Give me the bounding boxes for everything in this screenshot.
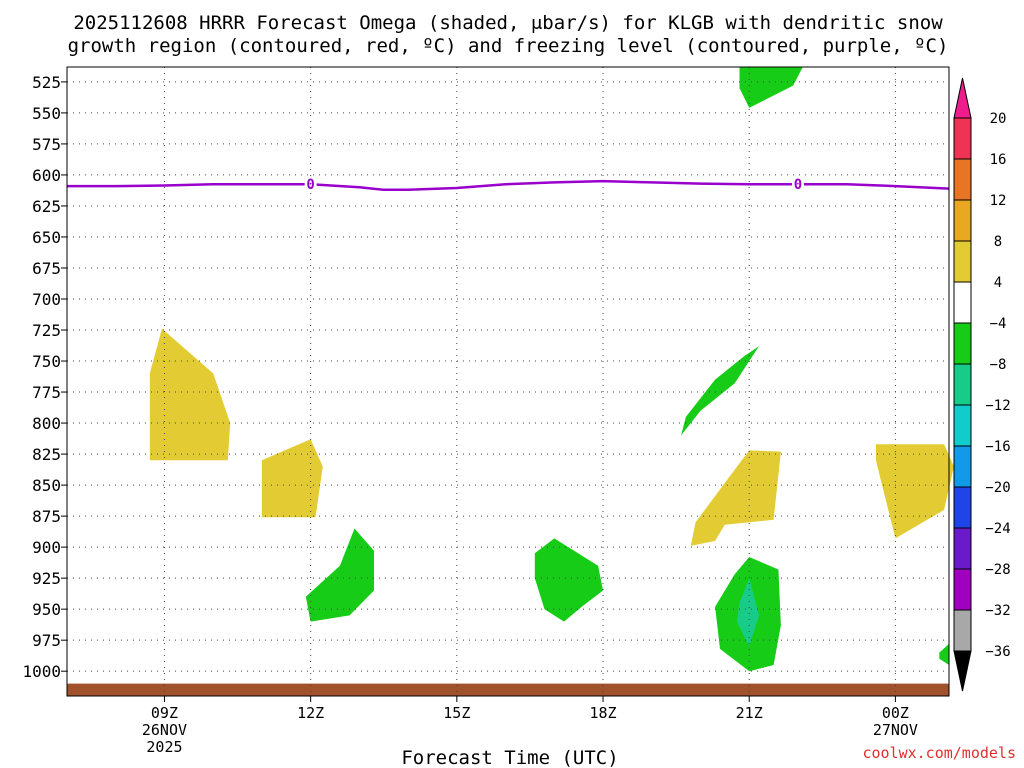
x-tick-date-00Z: 27NOV — [873, 721, 918, 739]
colorbar-band-8 — [953, 445, 972, 488]
colorbar-band-3 — [953, 240, 972, 283]
colorbar-band-0 — [953, 117, 972, 160]
colorbar-label-12: −32 — [985, 603, 1010, 619]
omega-region-negative-21Z-core — [737, 578, 759, 647]
colorbar: 20 16 12 8 4 −4 −8 −12 −16 −20 −24 −28 −32 −36 — [953, 77, 1011, 692]
colorbar-band-1 — [953, 158, 972, 201]
colorbar-label-2: 12 — [990, 193, 1007, 209]
colorbar-label-11: −28 — [985, 562, 1010, 578]
y-tick-label-650: 650 — [32, 228, 61, 247]
surface-fill — [67, 683, 949, 696]
colorbar-band-4 — [953, 281, 972, 324]
y-tick-label-775: 775 — [32, 383, 61, 402]
x-axis-label: Forecast Time (UTC) — [401, 747, 618, 768]
credit-text: coolwx.com/models — [862, 744, 1016, 762]
x-tick-label-21Z: 21Z — [736, 704, 763, 722]
y-tick-label-950: 950 — [32, 600, 61, 619]
y-tick-label-575: 575 — [32, 135, 61, 154]
x-tick-date-09Z: 26NOV — [142, 721, 187, 739]
colorbar-label-6: −8 — [990, 357, 1007, 373]
y-tick-label-550: 550 — [32, 104, 61, 123]
y-tick-label-825: 825 — [32, 445, 61, 464]
x-tick-label-15Z: 15Z — [443, 704, 470, 722]
colorbar-band-12 — [953, 609, 972, 652]
colorbar-band-2 — [953, 199, 972, 242]
freezing-level-label-0: 0 — [306, 177, 314, 193]
colorbar-label-8: −16 — [985, 439, 1010, 455]
colorbar-band-5 — [953, 322, 972, 365]
y-tick-label-875: 875 — [32, 507, 61, 526]
omega-region-negative-17Z — [534, 538, 603, 622]
y-tick-label-800: 800 — [32, 414, 61, 433]
y-tick-label-925: 925 — [32, 569, 61, 588]
colorbar-bottom-arrow — [953, 650, 972, 692]
colorbar-label-3: 8 — [994, 234, 1002, 250]
colorbar-label-0: 20 — [990, 111, 1007, 127]
y-tick-label-625: 625 — [32, 197, 61, 216]
x-tick-label-18Z: 18Z — [589, 704, 616, 722]
y-tick-label-750: 750 — [32, 352, 61, 371]
omega-region-negative-21Z-top — [739, 67, 803, 108]
y-tick-label-700: 700 — [32, 290, 61, 309]
freezing-label-bg-1 — [791, 176, 804, 193]
omega-region-positive-11Z — [261, 439, 323, 518]
colorbar-band-10 — [953, 527, 972, 570]
freezing-level-line — [67, 179, 950, 192]
y-tick-label-850: 850 — [32, 476, 61, 495]
colorbar-label-1: 16 — [990, 152, 1007, 168]
omega-shaded-regions — [149, 67, 954, 672]
x-tick-label-09Z: 09Z — [151, 704, 178, 722]
colorbar-band-6 — [953, 363, 972, 406]
y-tick-label-675: 675 — [32, 259, 61, 278]
colorbar-band-7 — [953, 404, 972, 447]
omega-region-negative-21Z-upper — [681, 346, 759, 436]
colorbar-label-5: −4 — [990, 316, 1007, 332]
x-tick-label-00Z: 00Z — [882, 704, 909, 722]
colorbar-label-7: −12 — [985, 398, 1010, 414]
colorbar-band-11 — [953, 568, 972, 611]
y-tick-label-600: 600 — [32, 166, 61, 185]
x-tick-label-12Z: 12Z — [297, 704, 324, 722]
colorbar-top-arrow — [953, 77, 972, 119]
chart-title-line-2: growth region (contoured, red, ºC) and f… — [68, 35, 949, 57]
chart-title-line-1: 2025112608 HRRR Forecast Omega (shaded, … — [73, 12, 943, 34]
colorbar-label-9: −20 — [985, 480, 1010, 496]
omega-region-positive-00Z — [875, 444, 954, 539]
y-tick-label-725: 725 — [32, 321, 61, 340]
y-tick-label-1000: 1000 — [22, 662, 61, 681]
freezing-level-label-1: 0 — [794, 177, 802, 193]
x-tick-year-09Z: 2025 — [146, 738, 182, 756]
colorbar-label-4: 4 — [994, 275, 1002, 291]
y-tick-label-975: 975 — [32, 631, 61, 650]
omega-region-positive-09Z — [149, 328, 231, 461]
omega-region-positive-21Z — [690, 450, 781, 546]
freezing-label-bg-0 — [304, 176, 317, 193]
omega-region-negative-01Z-corner — [939, 643, 949, 665]
y-axis: 525 550 575 600 625 650 675 700 725 750 775 800 825 8… — [22, 73, 67, 681]
y-tick-label-900: 900 — [32, 538, 61, 557]
colorbar-label-13: −36 — [985, 644, 1010, 660]
colorbar-band-9 — [953, 486, 972, 529]
plot-frame — [66, 66, 950, 697]
omega-region-negative-13Z — [305, 528, 374, 622]
y-tick-label-525: 525 — [32, 73, 61, 92]
surface-strip — [67, 683, 949, 696]
colorbar-label-10: −24 — [985, 521, 1010, 537]
